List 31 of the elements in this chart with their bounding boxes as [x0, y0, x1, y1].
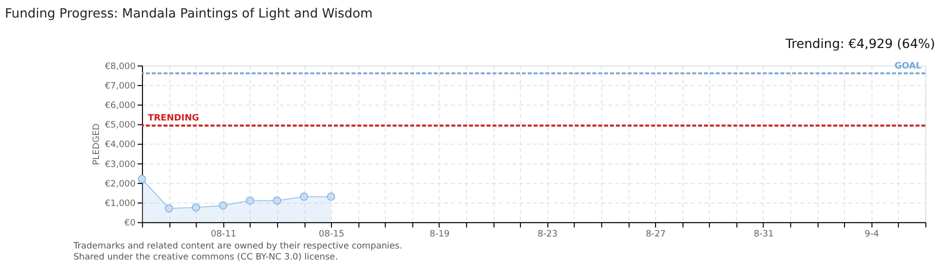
y-tick-label: €0 [124, 218, 136, 229]
point [192, 203, 200, 212]
y-tick-label: €2,000 [104, 179, 136, 190]
chart-title: Funding Progress: Mandala Paintings of Light and Wisdom [4, 5, 373, 20]
y-tick-label: €5,000 [104, 120, 136, 131]
x-tick-label: 9-4 [864, 229, 880, 240]
ref-line-label: TRENDING [148, 114, 200, 124]
text: Shared under the creative commons (CC BY-NC 3.0) license. [73, 252, 338, 262]
x-tick-label: 08-15 [318, 229, 344, 240]
y-tick-label: €7,000 [104, 81, 136, 92]
x-tick-label: 8-27 [646, 229, 666, 240]
x-tick-label: 08-11 [210, 229, 236, 240]
point [326, 192, 336, 201]
text: Trademarks and related content are owned by their respective companies. [72, 242, 402, 252]
x-tick-label: 8-23 [538, 229, 558, 240]
point [246, 196, 254, 205]
y-tick-label: €6,000 [104, 101, 136, 112]
point [272, 196, 282, 205]
y-tick-label: €4,000 [104, 140, 136, 150]
y-tick-label: €1,000 [104, 198, 136, 209]
y-axis-title: PLEDGED [92, 123, 102, 166]
x-tick-label: 8-31 [754, 229, 774, 240]
point [138, 174, 146, 184]
y-tick-label: €3,000 [104, 160, 136, 170]
text: Trending: €4,929 (64%) [784, 36, 936, 51]
ref-line-label: GOAL [894, 61, 922, 72]
point [164, 204, 174, 213]
point [218, 201, 228, 210]
x-tick-label: 8-19 [430, 229, 450, 240]
y-tick-label: €8,000 [104, 62, 136, 72]
point [300, 192, 308, 201]
